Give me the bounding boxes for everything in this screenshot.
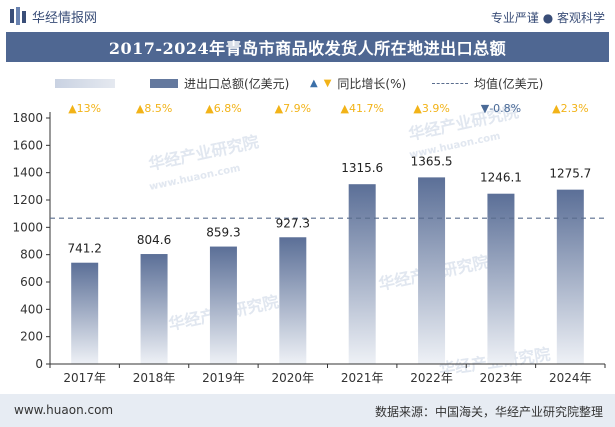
logo-icon [10, 7, 26, 25]
legend-label-growth: 同比增长(%) [337, 76, 407, 91]
bar-value-label: 1246.1 [480, 171, 522, 185]
bars [71, 177, 584, 364]
bar-value-label: 927.3 [276, 216, 310, 230]
growth-label: ▲3.9% [413, 102, 449, 115]
y-tick-label: 400 [20, 302, 43, 316]
bar [487, 193, 515, 364]
bar-value-label: 1365.5 [411, 154, 453, 168]
y-tick-label: 1400 [12, 166, 43, 180]
bar-value-label: 1315.6 [341, 161, 383, 175]
footer: www.huaon.com 数据来源：中国海关，华经产业研究院整理 [0, 394, 615, 427]
x-tick-label: 2024年 [549, 371, 592, 385]
y-tick-label: 200 [20, 330, 43, 344]
x-tick-label: 2019年 [202, 371, 245, 385]
top-bar: 华经情报网 专业严谨 ● 客观科学 [0, 0, 615, 32]
legend-item-growth: ▲ ▼ 同比增长(%) [310, 72, 406, 94]
legend-label-bar: 进出口总额(亿美元) [184, 76, 290, 91]
bar-chart: 华经产业研究院www.huaon.com华经产业研究院www.huaon.com… [12, 102, 606, 385]
y-tick-label: 800 [20, 248, 43, 262]
legend-swatch-dash [432, 82, 468, 84]
y-tick-label: 0 [35, 357, 43, 371]
y-tick-label: 1200 [12, 193, 43, 207]
chart-legend: 进出口总额(亿美元) ▲ ▼ 同比增长(%) 均值(亿美元) [0, 72, 615, 94]
footer-source: 数据来源：中国海关，华经产业研究院整理 [374, 405, 603, 419]
brand-name: 华经情报网 [32, 10, 98, 26]
growth-label: ▲2.3% [552, 102, 588, 115]
bar-value-labels: 741.2 804.6 859.3 927.3 1315.6 1365.5 1246.1 12… [68, 154, 592, 255]
growth-labels: ▲13% ▲8.5% ▲6.8% ▲7.9% ▲41.7% ▲3.9% ▼-0.8% ▲2.3… [68, 102, 588, 115]
x-tick-label: 2022年 [410, 371, 453, 385]
bar-value-label: 859.3 [206, 226, 240, 240]
legend-swatch-bar [150, 78, 178, 88]
bar-value-label: 1275.7 [549, 167, 591, 181]
triangle-up-icon: ▲ [310, 77, 318, 89]
title-bar: 2017-2024年青岛市商品收发货人所在地进出口总额 [6, 32, 609, 62]
bar-value-label: 804.6 [137, 233, 171, 247]
growth-label: ▲6.8% [205, 102, 241, 115]
growth-label: ▼-0.8% [481, 102, 521, 115]
brand-logo: 华经情报网 [10, 7, 97, 26]
legend-item-bar: 进出口总额(亿美元) [150, 72, 289, 94]
y-tick-label: 1800 [12, 111, 43, 125]
watermark-text: 华经产业研究院 [147, 132, 261, 174]
y-tick-label: 600 [20, 275, 43, 289]
y-tick-label: 1600 [12, 138, 43, 152]
x-tick-label: 2020年 [272, 371, 315, 385]
footer-url: www.huaon.com [14, 403, 114, 417]
chart-title: 2017-2024年青岛市商品收发货人所在地进出口总额 [108, 39, 507, 58]
bar [71, 262, 99, 364]
growth-label: ▲8.5% [136, 102, 172, 115]
growth-label: ▲13% [68, 102, 101, 115]
bar [279, 237, 307, 364]
legend-item-avg-band [55, 72, 115, 94]
bar [209, 246, 237, 364]
bar [140, 254, 168, 364]
x-axis: 2017年 2018年 2019年 2020年 2021年 2022年 2023年 2024年 [49, 363, 606, 385]
x-tick-label: 2023年 [480, 371, 523, 385]
legend-label-avg: 均值(亿美元) [474, 76, 544, 91]
bar [348, 184, 376, 364]
slogan: 专业严谨 ● 客观科学 [490, 11, 605, 25]
triangle-down-icon: ▼ [323, 77, 332, 89]
legend-swatch-band [55, 78, 115, 88]
x-tick-label: 2021年 [341, 371, 384, 385]
bar [556, 189, 584, 364]
x-tick-label: 2018年 [133, 371, 176, 385]
y-axis: 0 200 400 600 800 1000 1200 1400 1600 1800 [12, 111, 51, 371]
y-tick-label: 1000 [12, 220, 43, 234]
growth-label: ▲41.7% [340, 102, 383, 115]
bar-value-label: 741.2 [68, 242, 102, 256]
legend-item-avg: 均值(亿美元) [432, 72, 543, 94]
growth-label: ▲7.9% [275, 102, 311, 115]
x-tick-label: 2017年 [63, 371, 106, 385]
bar [418, 177, 446, 364]
